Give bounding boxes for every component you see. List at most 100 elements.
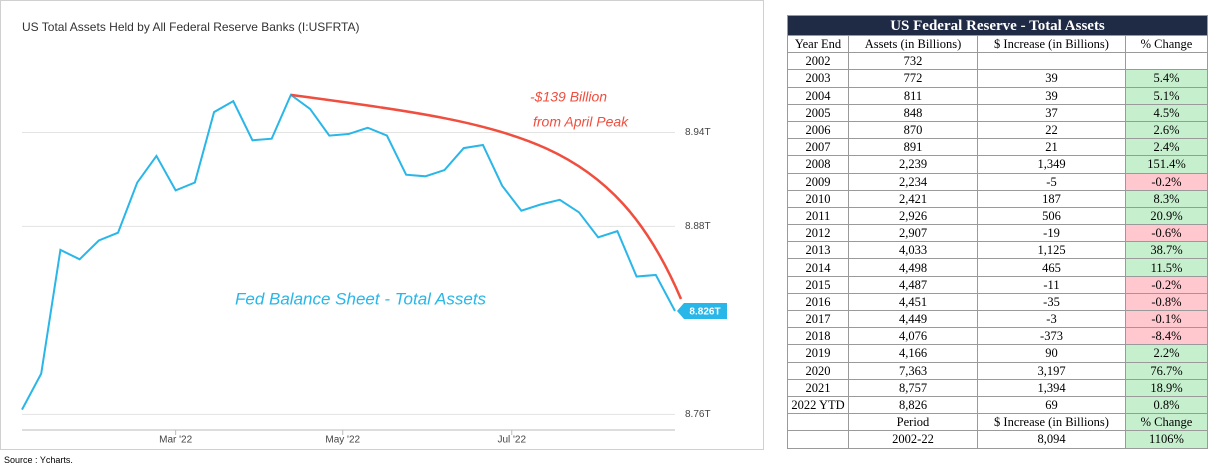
table-cell: 2022 YTD bbox=[787, 395, 849, 415]
table-cell: 38.7% bbox=[1125, 241, 1208, 260]
table-cell: % Change bbox=[1125, 413, 1208, 432]
table-row: 2005 848 37 4.5% bbox=[787, 103, 1208, 122]
table-row: 2011 2,926 506 20.9% bbox=[787, 206, 1208, 226]
table-cell: 870 bbox=[848, 120, 978, 140]
table-cell: % Change bbox=[1125, 34, 1208, 54]
table-cell: Year End bbox=[787, 34, 849, 54]
table-cell: 21 bbox=[977, 138, 1126, 157]
table-row: 2015 4,487 -11 -0.2% bbox=[787, 275, 1208, 294]
table-cell: $ Increase (in Billions) bbox=[977, 34, 1126, 54]
table-cell: 4,166 bbox=[848, 344, 978, 363]
annotation-curve bbox=[290, 93, 683, 300]
table-cell: 90 bbox=[977, 344, 1126, 363]
table-row: 2002 732 bbox=[787, 52, 1208, 71]
table-cell: 4,033 bbox=[848, 241, 978, 260]
table-cell: 2020 bbox=[787, 361, 849, 380]
annotation: from April Peak bbox=[533, 114, 629, 130]
table-cell: 3,197 bbox=[977, 361, 1126, 380]
table-cell: 2021 bbox=[787, 378, 849, 397]
x-tick-label: May '22 bbox=[325, 435, 360, 446]
table-cell: 0.8% bbox=[1125, 395, 1208, 415]
table-cell: 20.9% bbox=[1125, 206, 1208, 226]
table-cell: 2012 bbox=[787, 224, 849, 243]
table-cell: 2,239 bbox=[848, 155, 978, 174]
table-cell: 22 bbox=[977, 120, 1126, 140]
table-cell: 2009 bbox=[787, 172, 849, 191]
table-row: 2013 4,033 1,125 38.7% bbox=[787, 241, 1208, 260]
table-cell: 8,094 bbox=[977, 430, 1126, 449]
table-cell: 37 bbox=[977, 103, 1126, 122]
table-cell: 1,394 bbox=[977, 378, 1126, 397]
table-cell: 8,826 bbox=[848, 395, 978, 415]
table-cell bbox=[1125, 52, 1208, 71]
table-cell: -11 bbox=[977, 275, 1126, 294]
table-cell: -8.4% bbox=[1125, 327, 1208, 346]
table-row: 2009 2,234 -5 -0.2% bbox=[787, 172, 1208, 191]
table-row: 2004 811 39 5.1% bbox=[787, 86, 1208, 105]
table-row: 2006 870 22 2.6% bbox=[787, 120, 1208, 140]
table-cell bbox=[787, 413, 849, 432]
table-cell: 2,421 bbox=[848, 189, 978, 208]
table-cell: 2008 bbox=[787, 155, 849, 174]
table-cell: 2,234 bbox=[848, 172, 978, 191]
table-cell: $ Increase (in Billions) bbox=[977, 413, 1126, 432]
table-cell: 5.4% bbox=[1125, 69, 1208, 88]
table-cell: 151.4% bbox=[1125, 155, 1208, 174]
end-label-box bbox=[677, 302, 727, 319]
table-cell: 732 bbox=[848, 52, 978, 71]
table-cell: 2013 bbox=[787, 241, 849, 260]
table-cell: 11.5% bbox=[1125, 258, 1208, 277]
table-cell: 848 bbox=[848, 103, 978, 122]
table-cell: 5.1% bbox=[1125, 86, 1208, 105]
table-cell: 2002 bbox=[787, 52, 849, 71]
annotation: Fed Balance Sheet - Total Assets bbox=[235, 289, 487, 308]
table-cell: -0.6% bbox=[1125, 224, 1208, 243]
x-tick-label: Mar '22 bbox=[159, 435, 192, 446]
table-cell: 187 bbox=[977, 189, 1126, 208]
table-cell: 2016 bbox=[787, 292, 849, 312]
data-table: US Federal Reserve - Total Assets Year En… bbox=[787, 15, 1208, 449]
table-cell: 69 bbox=[977, 395, 1126, 415]
y-tick-label: 8.94T bbox=[685, 127, 711, 138]
table-cell: 4.5% bbox=[1125, 103, 1208, 122]
table-row: 2014 4,498 465 11.5% bbox=[787, 258, 1208, 277]
chart: US Total Assets Held by All Federal Rese… bbox=[0, 0, 764, 450]
table-row: 2003 772 39 5.4% bbox=[787, 69, 1208, 88]
table-row: 2019 4,166 90 2.2% bbox=[787, 344, 1208, 363]
table-cell: 4,076 bbox=[848, 327, 978, 346]
table-cell: 4,498 bbox=[848, 258, 978, 277]
table-cell: 2019 bbox=[787, 344, 849, 363]
table-cell: -35 bbox=[977, 292, 1126, 312]
annotation: -$139 Billion bbox=[530, 89, 607, 105]
table-cell: 4,449 bbox=[848, 309, 978, 329]
table-footer-header: Period $ Increase (in Billions)% Change bbox=[787, 413, 1208, 432]
table-cell: 2011 bbox=[787, 206, 849, 226]
table-cell: 465 bbox=[977, 258, 1126, 277]
table-row: 2017 4,449 -3 -0.1% bbox=[787, 309, 1208, 329]
table-cell: -3 bbox=[977, 309, 1126, 329]
chart-title: US Total Assets Held by All Federal Rese… bbox=[22, 20, 359, 34]
table-cell: 2002-22 bbox=[848, 430, 978, 449]
table-row: 2007 891 21 2.4% bbox=[787, 138, 1208, 157]
table-cell: 2014 bbox=[787, 258, 849, 277]
table-cell: -0.8% bbox=[1125, 292, 1208, 312]
table-cell: 1106% bbox=[1125, 430, 1208, 449]
x-tick-label: Jul '22 bbox=[497, 435, 526, 446]
table-cell bbox=[787, 430, 849, 449]
table-cell: 4,487 bbox=[848, 275, 978, 294]
table-cell: 2006 bbox=[787, 120, 849, 140]
table-cell: 2018 bbox=[787, 327, 849, 346]
table-cell: 506 bbox=[977, 206, 1126, 226]
table-cell: 811 bbox=[848, 86, 978, 105]
table-cell: 8,757 bbox=[848, 378, 978, 397]
table-cell: 2017 bbox=[787, 309, 849, 329]
table-cell: 2,926 bbox=[848, 206, 978, 226]
table-cell: 76.7% bbox=[1125, 361, 1208, 380]
table-row: 2016 4,451 -35 -0.8% bbox=[787, 292, 1208, 312]
table-cell: 2007 bbox=[787, 138, 849, 157]
table-cell: 2,907 bbox=[848, 224, 978, 243]
y-tick-label: 8.88T bbox=[685, 221, 711, 232]
table-cell: 39 bbox=[977, 69, 1126, 88]
table-cell bbox=[977, 52, 1126, 71]
